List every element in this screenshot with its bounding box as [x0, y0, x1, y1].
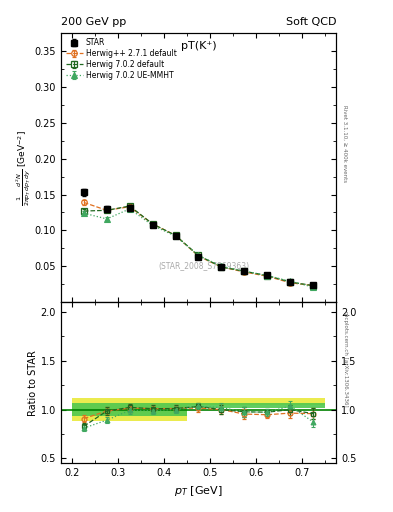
Text: mcplots.cern.ch [arXiv:1306.3436]: mcplots.cern.ch [arXiv:1306.3436]	[343, 311, 348, 406]
Text: 200 GeV pp: 200 GeV pp	[61, 16, 126, 27]
Y-axis label: $\frac{1}{2\pi p_T}\frac{d^2N}{dp_T\,dy}$ [GeV$^{-2}$]: $\frac{1}{2\pi p_T}\frac{d^2N}{dp_T\,dy}…	[15, 130, 33, 206]
Legend: STAR, Herwig++ 2.7.1 default, Herwig 7.0.2 default, Herwig 7.0.2 UE-MMHT: STAR, Herwig++ 2.7.1 default, Herwig 7.0…	[65, 37, 178, 81]
X-axis label: $p_T$ [GeV]: $p_T$ [GeV]	[174, 484, 223, 498]
Text: Soft QCD: Soft QCD	[286, 16, 336, 27]
Text: pT(K⁺): pT(K⁺)	[181, 41, 216, 51]
Text: (STAR_2008_S7869363): (STAR_2008_S7869363)	[158, 261, 250, 270]
Y-axis label: Ratio to STAR: Ratio to STAR	[28, 350, 38, 416]
Text: Rivet 3.1.10, ≥ 400k events: Rivet 3.1.10, ≥ 400k events	[343, 105, 348, 182]
